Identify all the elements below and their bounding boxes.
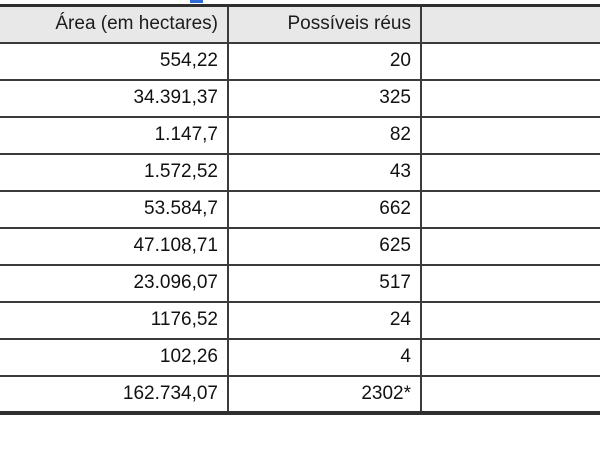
header-cell-area[interactable]: Área (em hectares) [0, 5, 229, 43]
table-body: 554,22 20 34.391,37 325 1.147,7 82 1.572… [0, 41, 600, 413]
cell-area[interactable]: 53.584,7 [0, 189, 229, 228]
table-row: 102,26 4 [0, 337, 600, 376]
header-cell-reus[interactable]: Possíveis réus [228, 5, 422, 43]
cell-empty[interactable] [421, 226, 600, 265]
cell-reus[interactable]: 625 [228, 226, 422, 265]
cell-area[interactable]: 102,26 [0, 337, 229, 376]
cell-reus[interactable]: 20 [228, 41, 422, 80]
table-header-row: Área (em hectares) Possíveis réus [0, 5, 600, 43]
cell-empty[interactable] [421, 374, 600, 413]
cell-area[interactable]: 1.572,52 [0, 152, 229, 191]
cell-empty[interactable] [421, 337, 600, 376]
cell-area[interactable]: 554,22 [0, 41, 229, 80]
cell-area[interactable]: 23.096,07 [0, 263, 229, 302]
table-row: 47.108,71 625 [0, 226, 600, 265]
cell-reus[interactable]: 662 [228, 189, 422, 228]
cell-empty[interactable] [421, 152, 600, 191]
table-row: 34.391,37 325 [0, 78, 600, 117]
cell-area[interactable]: 34.391,37 [0, 78, 229, 117]
cell-reus[interactable]: 325 [228, 78, 422, 117]
table-row: 1.572,52 43 [0, 152, 600, 191]
table-row: 1.147,7 82 [0, 115, 600, 154]
cell-area[interactable]: 1176,52 [0, 300, 229, 339]
table-row: 162.734,07 2302* [0, 374, 600, 413]
cell-area[interactable]: 47.108,71 [0, 226, 229, 265]
cell-reus[interactable]: 24 [228, 300, 422, 339]
cell-area[interactable]: 162.734,07 [0, 374, 229, 413]
cropped-blue-artifact [190, 0, 203, 3]
header-cell-empty[interactable] [421, 5, 600, 43]
cell-reus[interactable]: 43 [228, 152, 422, 191]
table-row: 23.096,07 517 [0, 263, 600, 302]
cell-area[interactable]: 1.147,7 [0, 115, 229, 154]
table-row: 554,22 20 [0, 41, 600, 80]
cell-reus[interactable]: 82 [228, 115, 422, 154]
table-row: 1176,52 24 [0, 300, 600, 339]
cell-empty[interactable] [421, 115, 600, 154]
cell-reus[interactable]: 2302* [228, 374, 422, 413]
cell-empty[interactable] [421, 78, 600, 117]
cell-empty[interactable] [421, 41, 600, 80]
table-row: 53.584,7 662 [0, 189, 600, 228]
cell-reus[interactable]: 517 [228, 263, 422, 302]
cell-empty[interactable] [421, 263, 600, 302]
cell-empty[interactable] [421, 300, 600, 339]
cell-empty[interactable] [421, 189, 600, 228]
data-table: Área (em hectares) Possíveis réus 554,22… [0, 4, 600, 415]
table-row: Área (em hectares) Possíveis réus [0, 5, 600, 43]
cell-reus[interactable]: 4 [228, 337, 422, 376]
